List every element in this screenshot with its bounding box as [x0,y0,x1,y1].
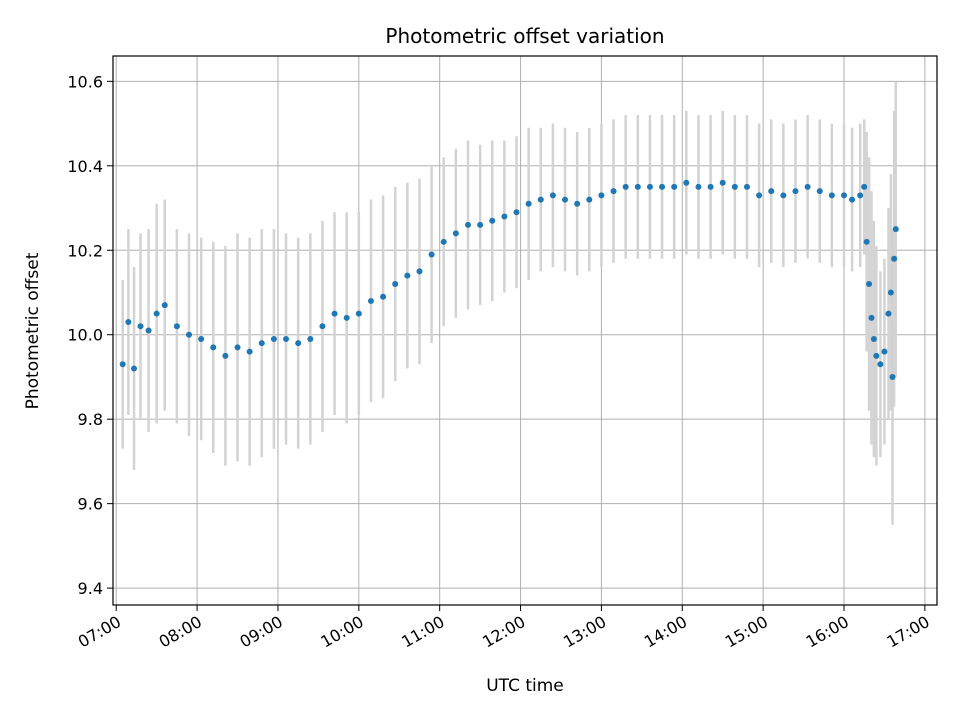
y-axis-label: Photometric offset [23,252,43,409]
y-tick-label: 9.8 [78,410,103,429]
data-point [153,310,160,317]
data-point [295,340,302,347]
data-point [634,183,641,190]
data-point [719,179,726,186]
data-point [892,226,899,233]
y-tick-label: 10.2 [67,241,103,260]
data-point [464,221,471,228]
data-point [731,183,738,190]
y-tick-label: 10.6 [67,72,103,91]
data-point [574,200,581,207]
data-point [137,323,144,330]
data-point [870,335,877,342]
data-point [683,179,690,186]
x-axis-label: UTC time [486,676,564,696]
data-point [125,319,132,326]
y-axis-ticks: 9.4 9.6 9.8 10.0 10.2 10.4 10.6 [67,72,113,598]
data-point [586,196,593,203]
data-point [392,281,399,288]
data-point [695,183,702,190]
data-point [780,192,787,199]
data-point [525,200,532,207]
data-point [440,238,447,245]
data-point [659,183,666,190]
data-point [258,340,265,347]
data-point [270,335,277,342]
data-point [283,335,290,342]
data-point [707,183,714,190]
data-point [355,310,362,317]
data-point [210,344,217,351]
data-point [489,217,496,224]
data-point [891,255,898,262]
data-point [756,192,763,199]
data-point [841,192,848,199]
data-point [186,331,193,338]
data-point [131,365,138,372]
data-point [873,352,880,359]
data-point [646,183,653,190]
data-point [234,344,241,351]
data-point [610,188,617,195]
data-point [816,188,823,195]
data-point [367,297,374,304]
chart-title: Photometric offset variation [385,24,664,48]
data-point [319,323,326,330]
data-point [416,268,423,275]
data-point [145,327,152,334]
data-point [877,361,884,368]
data-point [671,183,678,190]
data-point [889,373,896,380]
data-point [622,183,629,190]
data-point [513,209,520,216]
data-point [861,183,868,190]
data-point [380,293,387,300]
data-point [881,348,888,355]
data-point [828,192,835,199]
data-point [804,183,811,190]
data-point [404,272,411,279]
data-point [161,302,168,309]
data-point [866,281,873,288]
data-point [792,188,799,195]
data-point [562,196,569,203]
data-point [331,310,338,317]
data-point [307,335,314,342]
data-point [452,230,459,237]
data-point [887,289,894,296]
y-tick-label: 10.4 [67,157,103,176]
data-point [598,192,605,199]
data-point [222,352,229,359]
data-point [857,192,864,199]
data-point [537,196,544,203]
data-point [768,188,775,195]
plot-frame [112,55,938,606]
data-point [849,196,856,203]
data-points [119,179,899,380]
data-point [477,221,484,228]
y-tick-label: 9.4 [78,579,103,598]
data-point [246,348,253,355]
y-tick-label: 9.6 [78,495,103,514]
data-point [863,238,870,245]
y-tick-label: 10.0 [67,326,103,345]
data-point [343,314,350,321]
data-point [549,192,556,199]
data-point [743,183,750,190]
data-point [198,335,205,342]
data-point [173,323,180,330]
data-point [868,314,875,321]
data-point [428,251,435,258]
data-point [501,213,508,220]
data-point [119,361,126,368]
data-point [885,310,892,317]
gridlines [113,56,937,605]
